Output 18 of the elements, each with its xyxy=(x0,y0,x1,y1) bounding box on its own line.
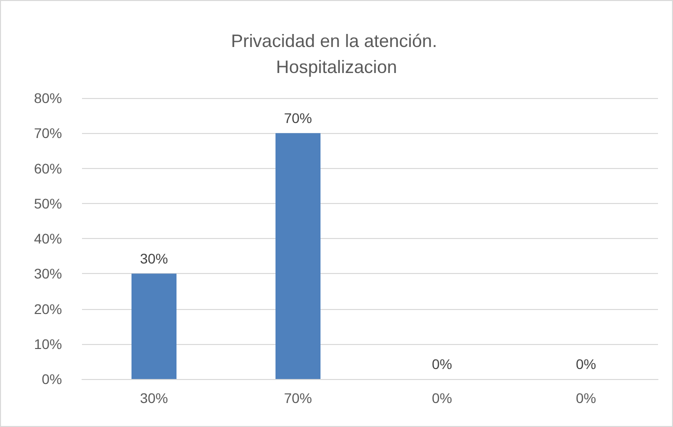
y-tick-label: 70% xyxy=(34,125,62,142)
data-label: 70% xyxy=(284,110,312,126)
x-tick-label: 0% xyxy=(432,390,452,406)
x-tick-label: 70% xyxy=(284,390,312,406)
data-label: 30% xyxy=(140,250,168,267)
y-tick-label: 10% xyxy=(34,336,62,352)
chart-title: Privacidad en la atención. Hospitalizacion xyxy=(230,31,442,77)
y-tick-label: 30% xyxy=(34,266,62,282)
y-tick-label: 80% xyxy=(34,90,62,106)
data-label: 0% xyxy=(432,356,452,372)
y-tick-label: 40% xyxy=(34,230,62,246)
y-tick-label: 20% xyxy=(34,300,62,317)
y-tick-label: 0% xyxy=(42,371,62,387)
data-label: 0% xyxy=(576,356,596,372)
y-tick-label: 50% xyxy=(34,195,62,212)
y-tick-label: 60% xyxy=(34,160,62,176)
x-tick-label: 0% xyxy=(576,390,596,406)
x-tick-label: 30% xyxy=(140,390,168,406)
